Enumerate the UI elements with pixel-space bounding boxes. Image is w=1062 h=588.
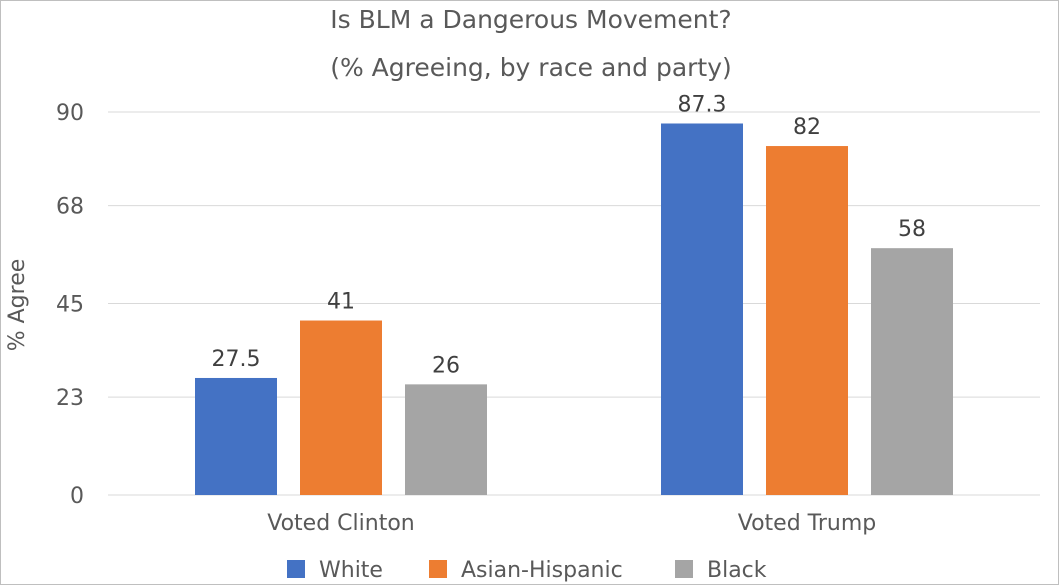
y-tick-label: 0: [70, 484, 84, 509]
data-labels: 27.5 41 26 87.3 82 58: [212, 92, 926, 378]
category-label: Voted Trump: [738, 511, 877, 536]
bars: [195, 123, 953, 496]
chart-title-line2: (% Agreeing, by race and party): [330, 53, 732, 82]
y-tick-label: 90: [56, 101, 84, 126]
data-label: 27.5: [212, 347, 261, 372]
y-tick-label: 23: [56, 386, 84, 411]
bar: [195, 377, 277, 495]
bar: [661, 123, 743, 496]
y-tick-label: 45: [56, 293, 84, 318]
legend-label: White: [319, 558, 383, 583]
data-label: 26: [432, 353, 460, 378]
legend-swatch: [287, 560, 305, 578]
category-label: Voted Clinton: [267, 511, 414, 536]
bar: [405, 384, 487, 495]
category-labels: Voted Clinton Voted Trump: [267, 511, 876, 536]
chart-title-line1: Is BLM a Dangerous Movement?: [330, 5, 731, 34]
legend: White Asian-Hispanic Black: [287, 558, 767, 583]
legend-label: Black: [707, 558, 767, 583]
bar: [300, 320, 382, 495]
data-label: 87.3: [678, 92, 727, 117]
legend-swatch: [429, 560, 447, 578]
bar: [766, 146, 848, 496]
y-tick-label: 68: [56, 195, 84, 220]
bar: [871, 248, 953, 495]
data-label: 82: [793, 115, 821, 140]
legend-swatch: [675, 560, 693, 578]
y-axis-label: % Agree: [5, 259, 30, 352]
data-label: 41: [327, 290, 355, 315]
y-tick-labels: 0 23 45 68 90: [56, 101, 84, 509]
data-label: 58: [898, 217, 926, 242]
legend-label: Asian-Hispanic: [461, 558, 623, 583]
